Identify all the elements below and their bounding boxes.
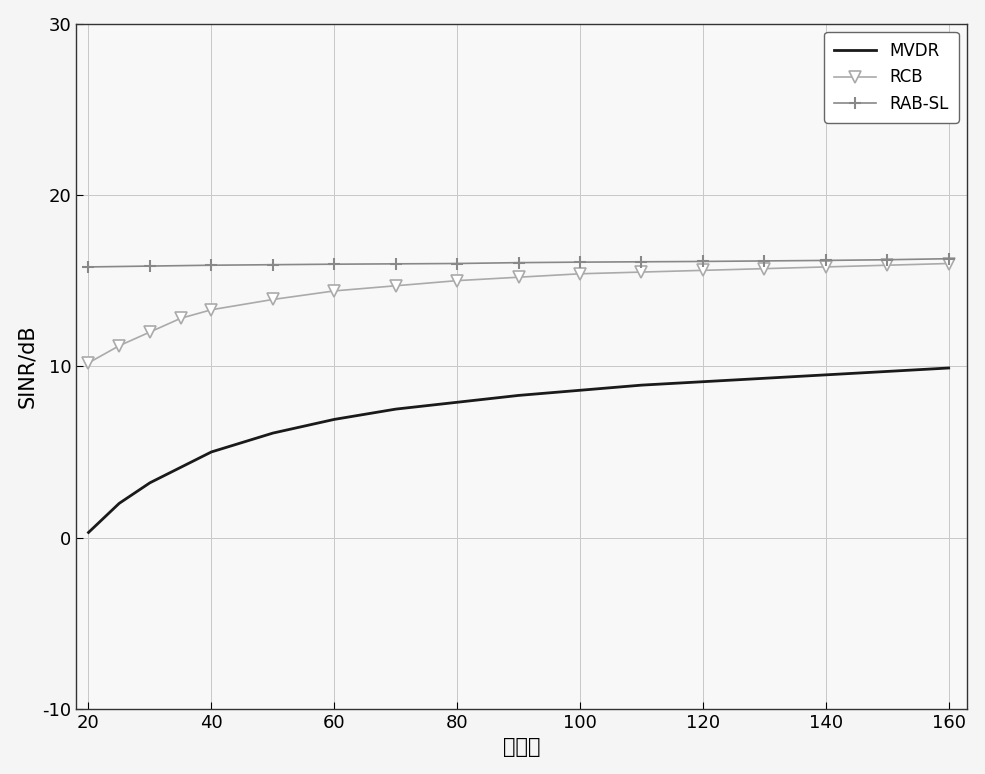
RCB — [328, 286, 340, 296]
RCB — [83, 358, 95, 368]
RCB — [574, 269, 586, 279]
Line: MVDR: MVDR — [89, 368, 949, 533]
Line: RCB: RCB — [83, 258, 954, 368]
RAB-SL — [83, 262, 95, 272]
MVDR — [174, 463, 186, 472]
RCB — [390, 281, 402, 290]
RCB — [882, 261, 893, 270]
MVDR — [512, 391, 524, 400]
RAB-SL — [943, 254, 954, 263]
MVDR — [882, 367, 893, 376]
Y-axis label: SINR/dB: SINR/dB — [17, 324, 36, 408]
MVDR — [820, 370, 831, 379]
MVDR — [328, 415, 340, 424]
RCB — [820, 262, 831, 272]
RAB-SL — [697, 257, 709, 266]
RAB-SL — [451, 259, 463, 268]
RAB-SL — [512, 258, 524, 267]
MVDR — [943, 363, 954, 372]
RCB — [697, 265, 709, 275]
RCB — [113, 341, 125, 351]
MVDR — [451, 398, 463, 407]
X-axis label: 快拍数: 快拍数 — [503, 738, 541, 757]
RCB — [174, 313, 186, 323]
RCB — [144, 327, 156, 337]
RCB — [206, 305, 218, 314]
RAB-SL — [390, 259, 402, 269]
MVDR — [574, 385, 586, 395]
MVDR — [390, 405, 402, 414]
RAB-SL — [144, 262, 156, 271]
RCB — [451, 276, 463, 286]
RAB-SL — [820, 255, 831, 265]
MVDR — [113, 498, 125, 508]
RCB — [758, 264, 770, 273]
RAB-SL — [758, 256, 770, 265]
MVDR — [635, 381, 647, 390]
Line: RAB-SL: RAB-SL — [82, 252, 954, 273]
RAB-SL — [635, 257, 647, 266]
MVDR — [267, 429, 279, 438]
Legend: MVDR, RCB, RAB-SL: MVDR, RCB, RAB-SL — [824, 32, 958, 122]
RAB-SL — [206, 261, 218, 270]
MVDR — [144, 478, 156, 488]
RCB — [267, 295, 279, 304]
MVDR — [206, 447, 218, 457]
MVDR — [697, 377, 709, 386]
RCB — [512, 272, 524, 282]
RAB-SL — [328, 259, 340, 269]
RCB — [943, 259, 954, 268]
RCB — [635, 268, 647, 277]
RAB-SL — [267, 260, 279, 269]
MVDR — [758, 374, 770, 383]
RAB-SL — [574, 258, 586, 267]
MVDR — [83, 528, 95, 537]
RAB-SL — [882, 255, 893, 265]
